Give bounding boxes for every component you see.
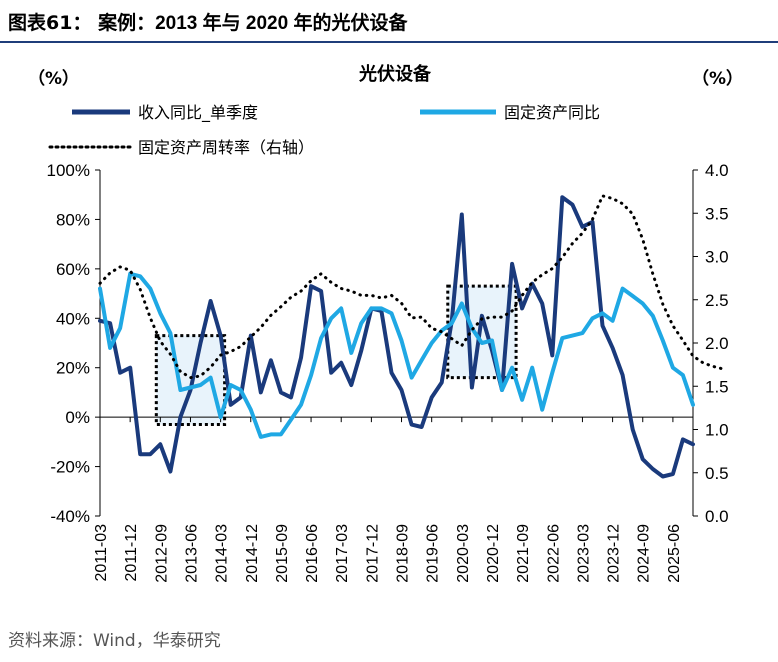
figure-label: 图表61：	[8, 12, 92, 34]
series-fixed-assets-yoy	[98, 271, 695, 439]
right-tick-label: 0.0	[705, 507, 729, 526]
legend-label-revenue: 收入同比_单季度	[138, 103, 258, 123]
right-axis-unit: （%）	[692, 68, 743, 89]
right-tick-label: 2.0	[705, 334, 729, 353]
x-tick-label: 2017-03	[334, 524, 351, 583]
right-tick-label: 3.5	[705, 204, 729, 223]
x-tick-label: 2014-12	[244, 524, 261, 583]
x-tick-label: 2016-06	[304, 524, 321, 583]
right-tick-label: 2.5	[705, 291, 729, 310]
left-tick-label: 0%	[65, 408, 90, 427]
figure-title: 图表61： 案例：2013 年与 2020 年的光伏设备	[8, 8, 407, 35]
legend-label-fixed-assets: 固定资产同比	[504, 103, 600, 122]
left-tick-label: 60%	[56, 260, 90, 279]
x-tick-label: 2023-03	[575, 524, 592, 583]
series-turnover	[98, 194, 725, 380]
left-tick-label: 100%	[47, 161, 90, 180]
right-tick-label: 0.5	[705, 464, 729, 483]
left-axis-unit: （%）	[28, 68, 79, 89]
right-tick-label: 3.0	[705, 248, 729, 267]
chart-series	[98, 194, 725, 479]
x-tick-label: 2015-09	[274, 524, 291, 583]
right-tick-label: 1.0	[705, 421, 729, 440]
chart-axes: -40% -20% 0% 20% 40% 60% 80% 100% 0.0 0.5 1.0 1.5 2.…	[47, 161, 729, 583]
left-tick-label: -40%	[50, 507, 90, 526]
series-revenue-yoy	[98, 195, 695, 479]
legend-label-turnover: 固定资产周转率（右轴）	[138, 138, 314, 157]
title-divider	[0, 41, 778, 43]
chart-legend: 收入同比_单季度 固定资产同比 固定资产周转率（右轴）	[48, 103, 600, 157]
right-tick-label: 4.0	[705, 161, 729, 180]
x-tick-label: 2012-09	[153, 524, 170, 583]
x-tick-label: 2022-06	[545, 524, 562, 583]
x-tick-label: 2024-09	[636, 524, 653, 583]
x-tick-label: 2023-12	[606, 524, 623, 583]
x-tick-label: 2011-12	[123, 524, 140, 582]
right-tick-label: 1.5	[705, 377, 729, 396]
left-tick-label: 20%	[56, 359, 90, 378]
left-tick-label: 80%	[56, 210, 90, 229]
x-tick-label: 2019-06	[425, 524, 442, 583]
x-tick-label: 2011-03	[93, 524, 110, 582]
source-note: 资料来源：Wind，华泰研究	[8, 631, 221, 651]
x-tick-label: 2020-03	[455, 524, 472, 583]
x-tick-label: 2021-09	[515, 524, 532, 583]
x-tick-label: 2014-03	[214, 524, 231, 583]
left-tick-label: -20%	[50, 458, 90, 477]
x-tick-label: 2018-09	[395, 524, 412, 583]
left-tick-label: 40%	[56, 309, 90, 328]
figure-heading: 案例：2013 年与 2020 年的光伏设备	[98, 13, 408, 34]
chart-title: 光伏设备	[358, 63, 432, 85]
x-tick-label: 2025-06	[666, 524, 683, 583]
x-tick-label: 2013-06	[183, 524, 200, 583]
x-tick-label: 2017-12	[364, 524, 381, 583]
x-tick-label: 2020-12	[485, 524, 502, 583]
